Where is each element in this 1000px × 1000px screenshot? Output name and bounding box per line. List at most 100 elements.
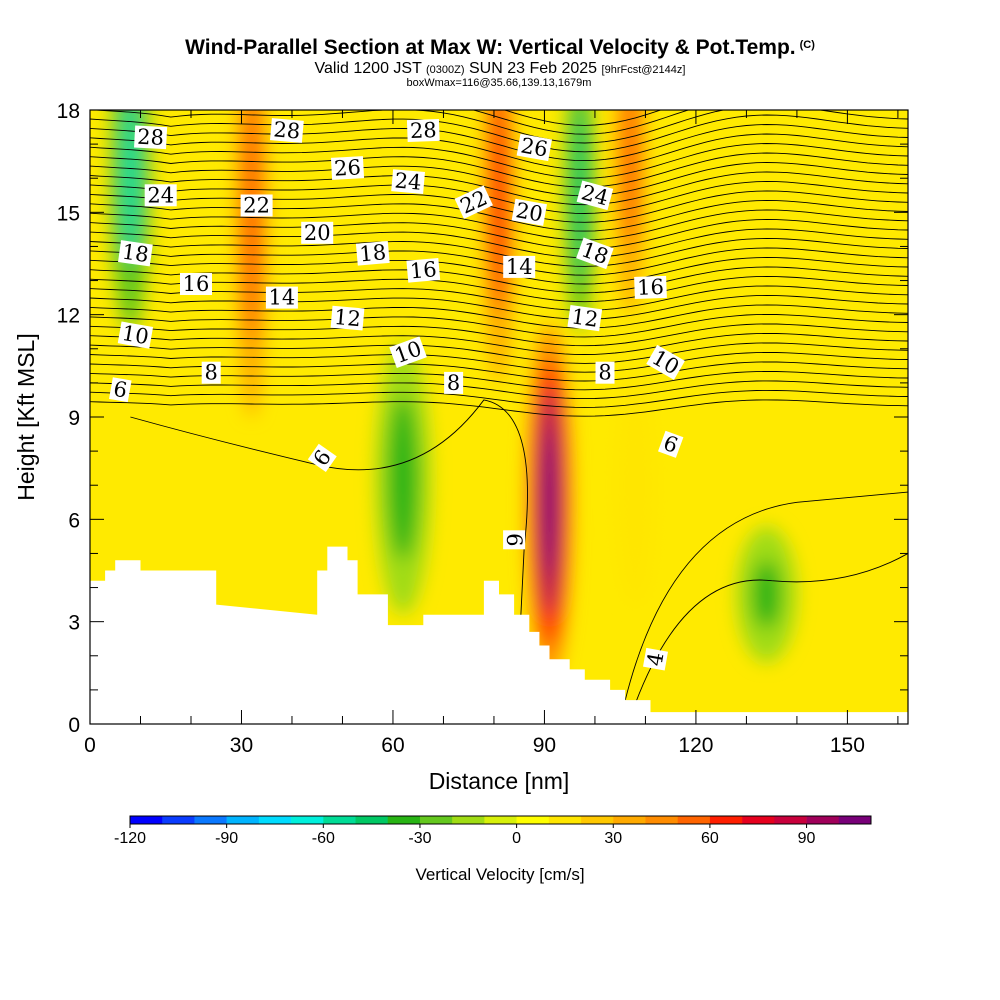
- colorbar-swatch: [484, 816, 517, 824]
- colorbar-tick-label: 30: [604, 830, 622, 847]
- contour-label: 20: [511, 198, 547, 226]
- contour-label-box: [355, 240, 390, 266]
- colorbar-tick-label: 0: [512, 830, 521, 847]
- theta-contour: [90, 238, 908, 267]
- colorbar-swatch: [548, 816, 582, 824]
- colorbar-swatch: [162, 816, 195, 824]
- contour-label-box: [454, 185, 493, 219]
- valid-utc: (0300Z): [426, 64, 465, 76]
- x-tick-label: 90: [533, 734, 556, 757]
- theta-contour: [90, 190, 908, 223]
- contour-label-text: 16: [637, 275, 665, 300]
- contour-label: 16: [406, 257, 441, 283]
- contour-label: 26: [330, 155, 365, 181]
- colorbar-swatch: [130, 816, 163, 824]
- colorbar-swatch: [452, 816, 485, 824]
- contour-label-box: [330, 305, 365, 331]
- colorbar-swatch: [226, 816, 260, 824]
- theta-contour: [90, 110, 908, 144]
- velocity-field: [90, 110, 908, 724]
- x-tick-label: 0: [84, 734, 96, 757]
- colorbar-swatch: [419, 816, 453, 824]
- contour-label: 18: [118, 240, 153, 267]
- colorbar-swatch: [194, 816, 227, 824]
- updraft-region: [542, 427, 557, 578]
- theta-contour: [90, 209, 908, 241]
- contour-label: 16: [634, 275, 667, 300]
- contour-label-text: 26: [519, 133, 549, 161]
- contour-label-text: 28: [273, 117, 302, 143]
- y-tick-label: 9: [68, 407, 80, 430]
- downdraft-region: [388, 396, 419, 561]
- y-tick-label: 0: [68, 714, 80, 737]
- contour-label-text: 28: [410, 118, 438, 143]
- theta-contour: [624, 491, 908, 701]
- contour-label-text: 22: [243, 194, 270, 218]
- contour-label: 20: [301, 221, 334, 245]
- valid-date: SUN 23 Feb 2025: [469, 60, 598, 77]
- theta-contour: [90, 143, 908, 179]
- contour-label-text: 14: [269, 286, 296, 310]
- contour-label-box: [511, 198, 547, 226]
- contour-label-text: 8: [205, 361, 218, 385]
- contour-label-box: [503, 255, 536, 278]
- colorbar-swatch: [387, 816, 421, 824]
- contour-label: 16: [180, 272, 212, 296]
- colorbar-frame: [129, 815, 872, 825]
- theta-contour: [90, 219, 908, 250]
- theta-contour: [90, 266, 908, 294]
- contour-label-text: 24: [147, 183, 174, 207]
- x-tick-label: 150: [830, 734, 865, 757]
- theta-contour: [90, 133, 908, 170]
- contour-label-box: [503, 530, 526, 550]
- contour-label-box: [646, 344, 685, 380]
- y-tick-label: 3: [68, 612, 80, 635]
- contour-label-box: [240, 194, 273, 217]
- contour-label-box: [134, 125, 168, 150]
- contour-label-text: 8: [598, 361, 611, 385]
- contour-label-box: [576, 237, 614, 270]
- theta-contour: [90, 247, 908, 276]
- forecast-info: [9hrFcst@2144z]: [601, 64, 686, 76]
- contour-label: 26: [516, 133, 552, 162]
- theta-contour: [90, 323, 908, 347]
- contour-label: 24: [391, 168, 425, 195]
- theta-contour: [90, 389, 908, 408]
- colorbar-tick-label: -120: [114, 830, 146, 847]
- theta-contour: [90, 342, 908, 364]
- colorbar-tick-label: 60: [701, 830, 719, 847]
- chart-title-text: Wind-Parallel Section at Max W: Vertical…: [185, 36, 796, 59]
- contour-label-box: [307, 443, 337, 472]
- theta-contour: [90, 304, 908, 329]
- colorbar-tick-label: 90: [798, 830, 816, 847]
- contour-label: 10: [117, 321, 154, 349]
- contour-label-text: 8: [447, 371, 460, 395]
- contour-label-text: 12: [570, 304, 600, 331]
- theta-contour: [634, 553, 908, 704]
- x-axis-title: Distance [nm]: [429, 768, 570, 794]
- theta-contour: [90, 285, 908, 311]
- contour-label: 12: [567, 304, 603, 332]
- colorbar-title: Vertical Velocity [cm/s]: [415, 865, 584, 884]
- y-tick-label: 18: [57, 100, 80, 123]
- colorbar-swatch: [581, 816, 614, 824]
- contour-label-box: [330, 156, 365, 180]
- theta-contour: [90, 181, 908, 214]
- copyright-tag: (C): [799, 39, 815, 51]
- colorbar-tick-label: -90: [215, 830, 238, 847]
- contour-label-text: 20: [514, 198, 544, 226]
- theta-contour: [90, 152, 908, 188]
- theta-contour: [90, 200, 908, 232]
- y-tick-label: 15: [57, 202, 80, 225]
- colorbar-tick-label: -30: [408, 830, 431, 847]
- contour-label-box: [444, 371, 464, 394]
- contour-label-box: [118, 240, 153, 267]
- contour-label-box: [634, 275, 667, 299]
- x-tick-label: 30: [230, 734, 253, 757]
- colorbar-swatch: [291, 816, 324, 824]
- contour-label-box: [301, 221, 334, 244]
- contour-label-text: 16: [183, 272, 210, 296]
- theta-contour: [90, 361, 908, 382]
- valid-time: Valid 1200 JST: [314, 60, 422, 77]
